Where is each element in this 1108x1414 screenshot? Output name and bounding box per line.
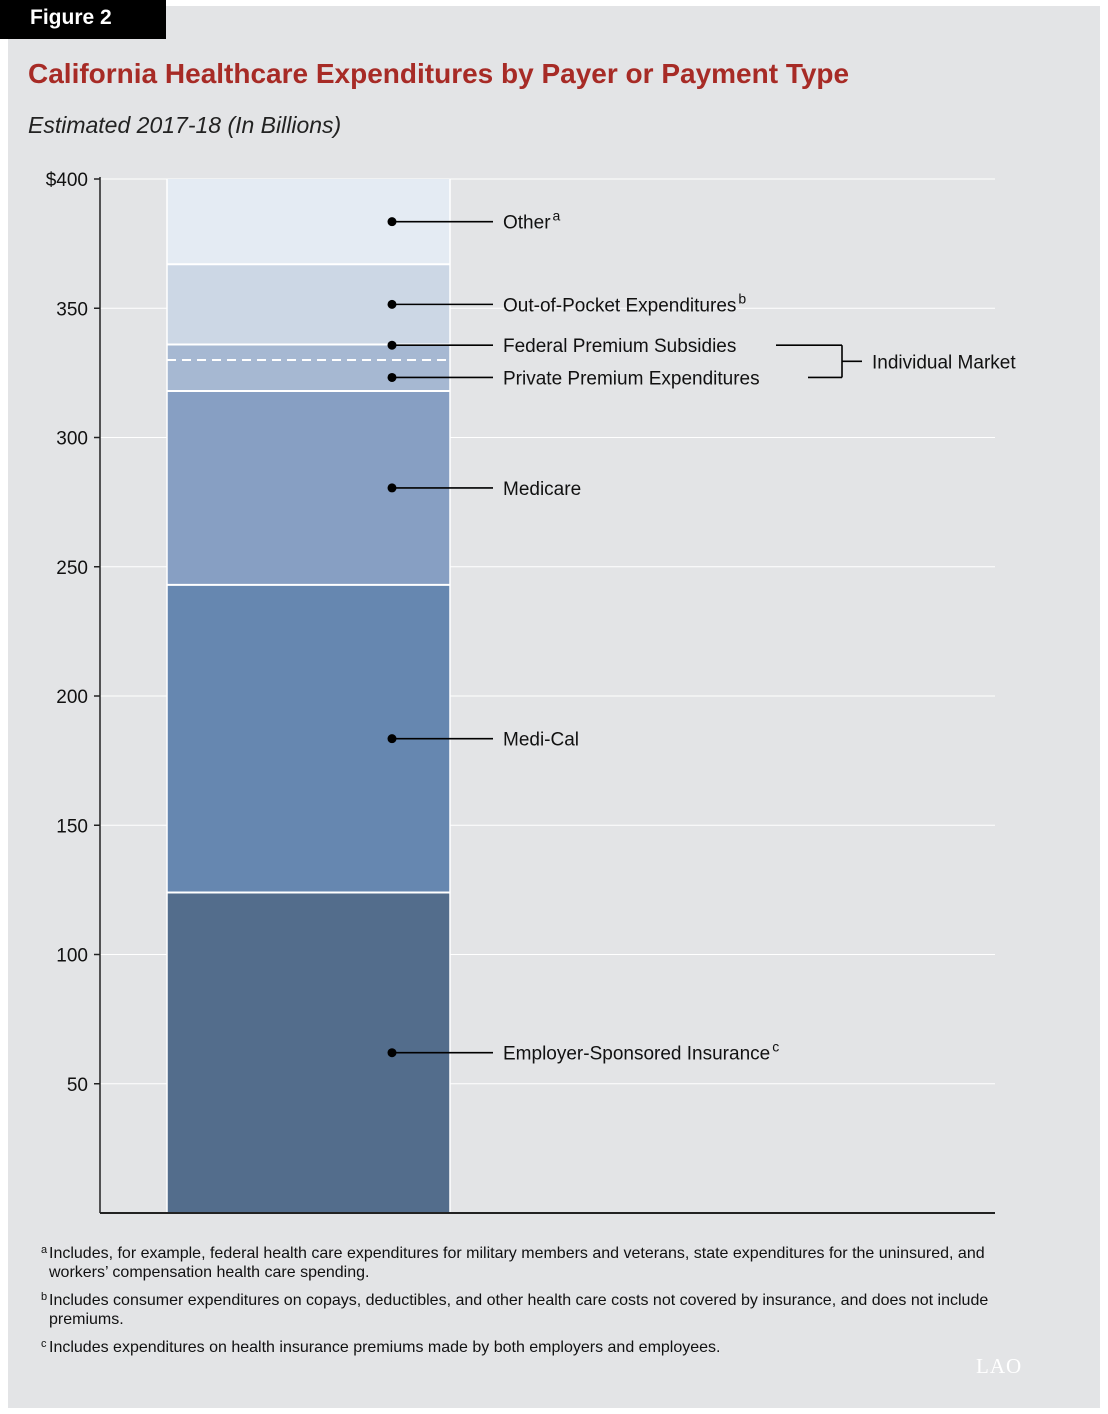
y-tick-label: 50 — [67, 1075, 88, 1096]
series-callout: Other a — [387, 208, 561, 234]
series-label: Other a — [503, 208, 561, 234]
bar-segment — [167, 359, 450, 391]
series-label: Employer-Sponsored Insurance c — [503, 1039, 779, 1065]
footnote-text: Includes, for example, federal health ca… — [49, 1245, 985, 1281]
series-callout: Employer-Sponsored Insurance c — [387, 1039, 779, 1065]
series-label: Medicare — [503, 479, 581, 500]
series-callout: Out-of-Pocket Expenditures b — [387, 290, 746, 316]
individual-market-bracket: Individual Market — [776, 344, 1016, 379]
series-label: Private Premium Expenditures — [503, 368, 760, 389]
y-tick-label: 100 — [56, 946, 88, 967]
footnotes: a Includes, for example, federal health … — [41, 1244, 1031, 1366]
series-callout: Medicare — [387, 479, 581, 500]
footnote-text: Includes expenditures on health insuranc… — [49, 1339, 721, 1356]
footnote-a: a Includes, for example, federal health … — [41, 1244, 1031, 1282]
series-callout: Federal Premium Subsidies — [387, 336, 736, 357]
footnote-b: b Includes consumer expenditures on copa… — [41, 1291, 1031, 1329]
bar-segment — [167, 344, 450, 360]
y-tick-label: 150 — [56, 816, 88, 837]
footnote-c: c Includes expenditures on health insura… — [41, 1338, 1031, 1357]
series-label: Medi-Cal — [503, 730, 579, 751]
series-label: Out-of-Pocket Expenditures b — [503, 290, 746, 316]
chart-title: California Healthcare Expenditures by Pa… — [28, 58, 850, 89]
lao-logo: LAO — [976, 1354, 1023, 1378]
series-callout: Private Premium Expenditures — [387, 368, 760, 389]
y-tick-label: 300 — [56, 429, 88, 450]
y-tick-label: $400 — [46, 170, 88, 191]
footnote-mark: c — [41, 1338, 47, 1350]
y-tick-label: 250 — [56, 558, 88, 579]
stacked-bar-chart: $400 350 300 250 200 150 100 50 Employer-Sponsor… — [46, 170, 1016, 1214]
series-label: Federal Premium Subsidies — [503, 336, 736, 357]
chart-subtitle: Estimated 2017-18 (In Billions) — [28, 112, 342, 138]
figure-number-tab: Figure 2 — [0, 0, 166, 39]
y-tick-label: 350 — [56, 299, 88, 320]
footnote-mark: b — [41, 1291, 48, 1303]
footnote-mark: a — [41, 1244, 48, 1256]
footnote-text: Includes consumer expenditures on copays… — [49, 1292, 989, 1328]
series-callout: Medi-Cal — [387, 730, 579, 751]
y-tick-label: 200 — [56, 687, 88, 708]
group-label: Individual Market — [872, 352, 1016, 373]
